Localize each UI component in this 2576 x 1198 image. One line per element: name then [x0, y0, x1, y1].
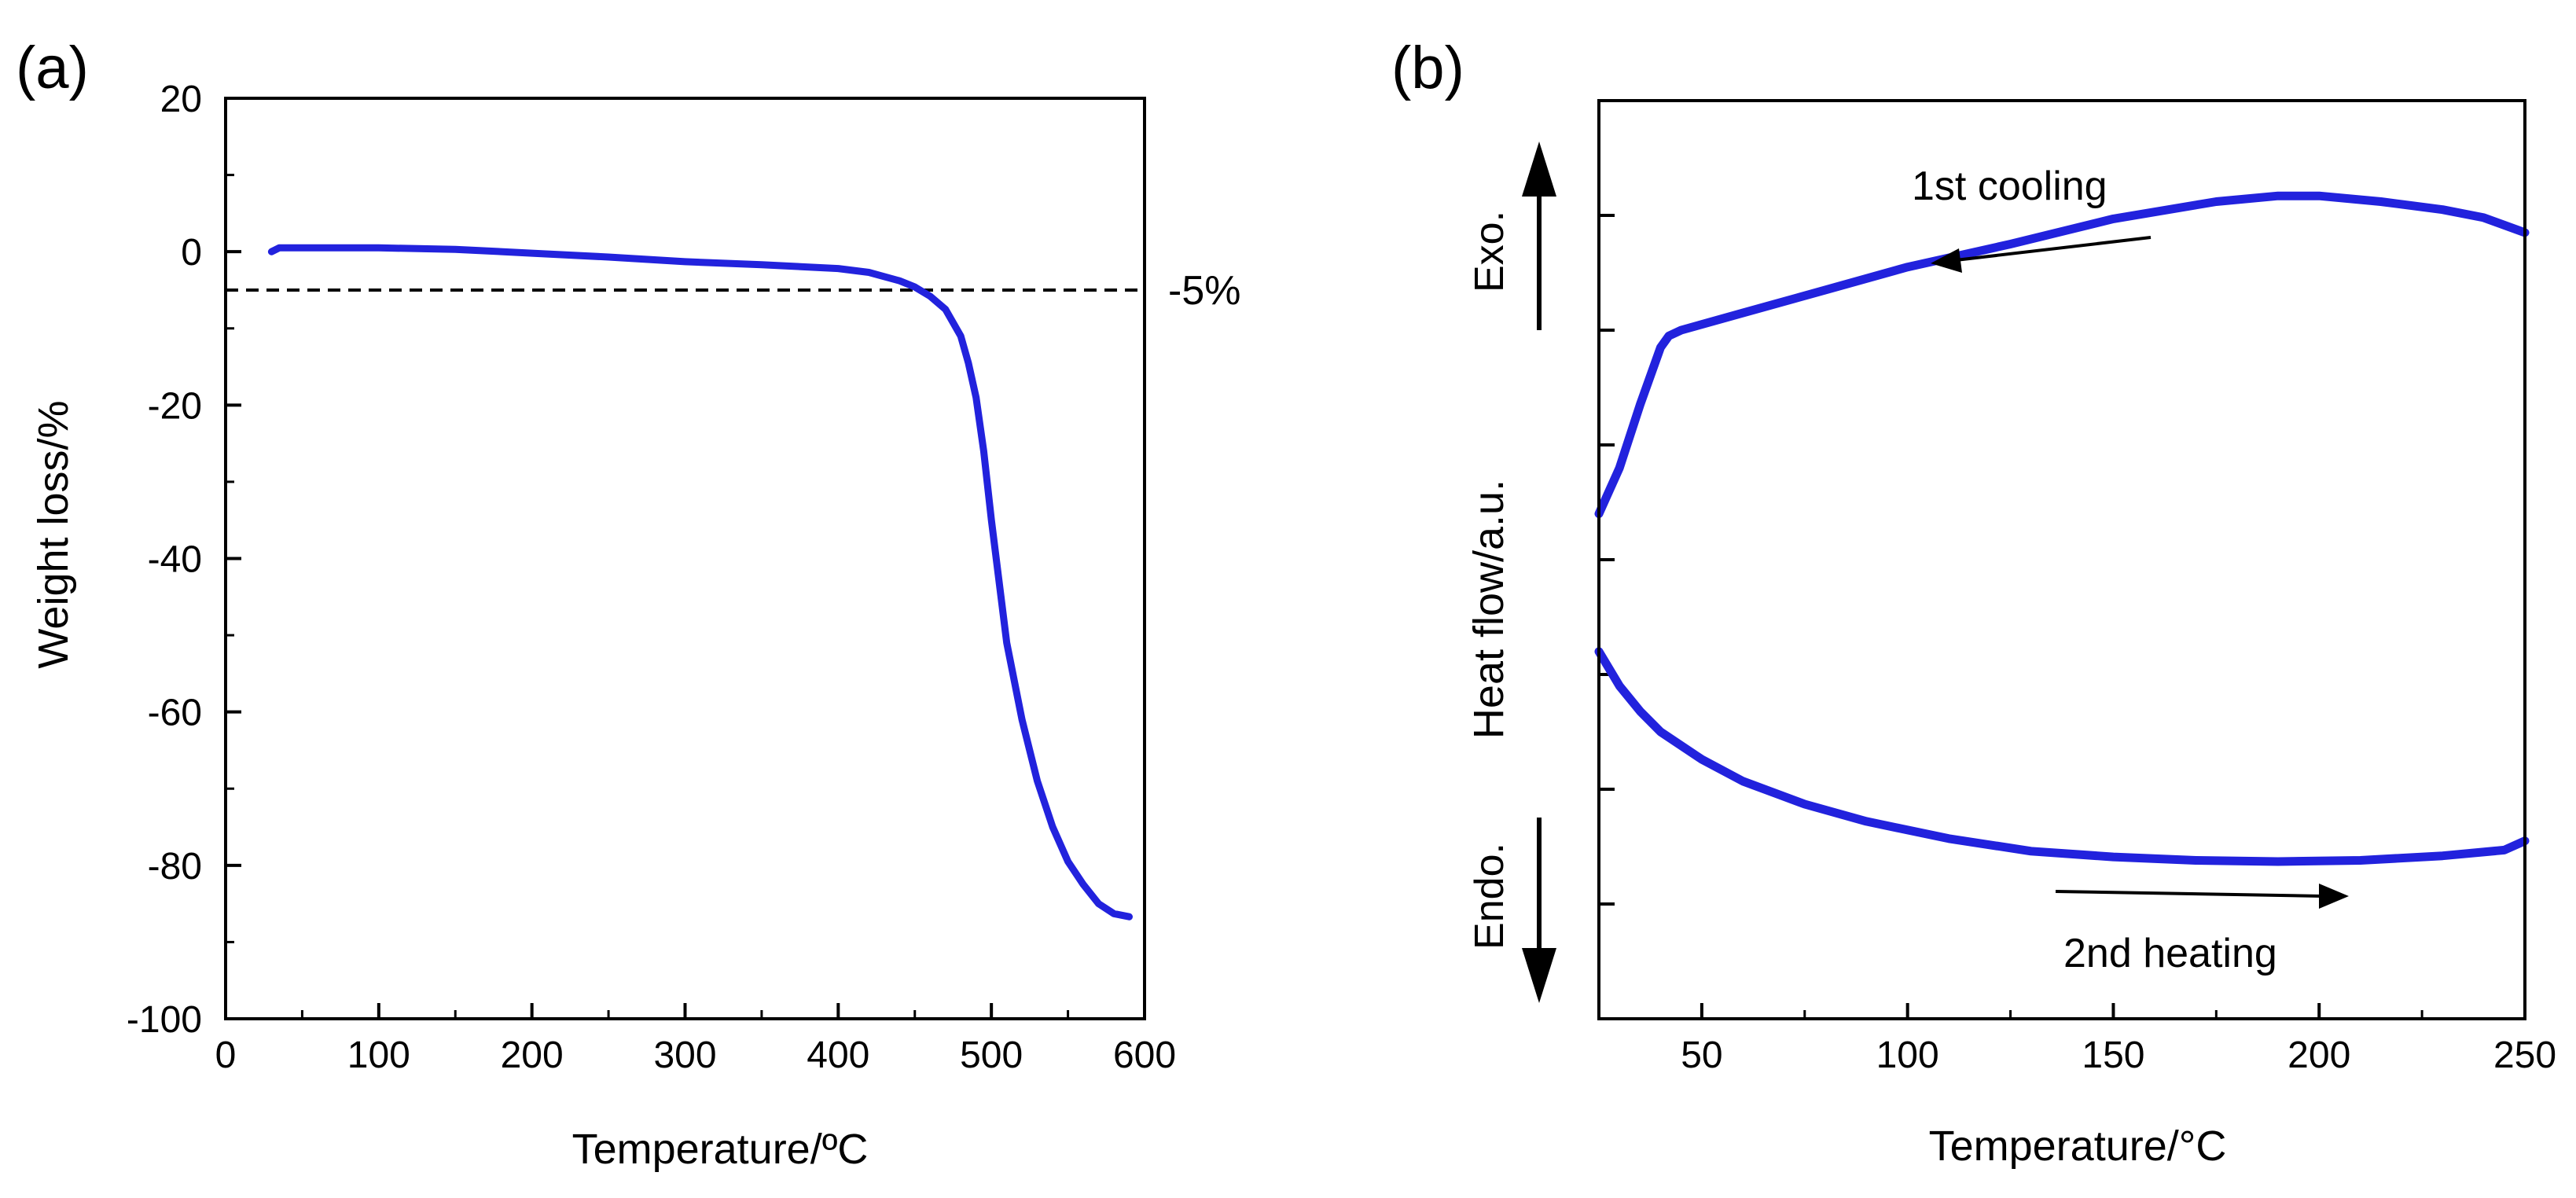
endo-label: Endo. — [1467, 843, 1512, 950]
heating-curve — [1594, 647, 2530, 866]
panel-a-tga-chart: (a) 0 100 200 300 400 500 600-100-80-60-40-200… — [16, 35, 1240, 1173]
y-tick-label: -60 — [148, 693, 202, 734]
x-tick-label: 150 — [2082, 1034, 2144, 1076]
y-tick-label: 20 — [160, 79, 202, 120]
y-tick-label: -20 — [148, 385, 202, 427]
exo-arrowhead-icon — [1522, 141, 1556, 197]
reference-line-label: -5% — [1168, 268, 1240, 314]
panel-b-y-axis-label: Heat flow/a.u. — [1465, 480, 1512, 739]
heating-annotation: 2nd heating — [2063, 931, 2277, 976]
x-tick-label: 100 — [347, 1034, 410, 1076]
heating-arrowhead-icon — [2319, 884, 2349, 909]
x-tick-label: 500 — [960, 1034, 1023, 1076]
panel-b-label: (b) — [1391, 35, 1464, 101]
exo-label: Exo. — [1467, 211, 1512, 292]
x-tick-label: 300 — [653, 1034, 716, 1076]
cooling-arrowhead-icon — [1931, 248, 1962, 273]
x-tick-label: 600 — [1113, 1034, 1176, 1076]
y-tick-label: -40 — [148, 539, 202, 581]
x-tick-label: 100 — [1876, 1034, 1939, 1076]
y-tick-label: 0 — [181, 232, 202, 274]
panel-b-plot-frame — [1597, 99, 2526, 1020]
panel-b-x-axis-label: Temperature/°C — [1929, 1123, 2227, 1170]
panel-a-ticks: 0 100 200 300 400 500 600 -100 -80 -60 -40 -20 0 20 — [127, 79, 1176, 1076]
panel-b-ticks: 50 100 150 200 250 — [1597, 214, 2556, 1076]
x-tick-label: 50 — [1681, 1034, 1722, 1076]
panel-a-y-axis-label: Weight loss/% — [30, 400, 77, 668]
panel-a-label: (a) — [16, 35, 89, 101]
endo-arrowhead-icon — [1522, 948, 1556, 1003]
panel-a-plot-frame — [224, 97, 1146, 1020]
cooling-annotation: 1st cooling — [1912, 164, 2107, 209]
y-tick-label: -100 — [127, 999, 202, 1041]
x-tick-label: 400 — [807, 1034, 869, 1076]
x-tick-label: 200 — [501, 1034, 564, 1076]
x-tick-label: 200 — [2288, 1034, 2350, 1076]
x-tick-label: 250 — [2493, 1034, 2556, 1076]
panel-a-x-axis-label: Temperature/ºC — [572, 1126, 869, 1173]
y-tick-label: -80 — [148, 846, 202, 887]
x-tick-label: 0 — [215, 1034, 237, 1076]
tga-curve — [267, 244, 1133, 921]
heating-arrow — [2055, 890, 2324, 898]
cooling-arrow — [1955, 236, 2152, 262]
panel-b-dsc-chart: (b) 50 100 150 200 250 1st cooling 2nd heati… — [1391, 35, 2556, 1170]
